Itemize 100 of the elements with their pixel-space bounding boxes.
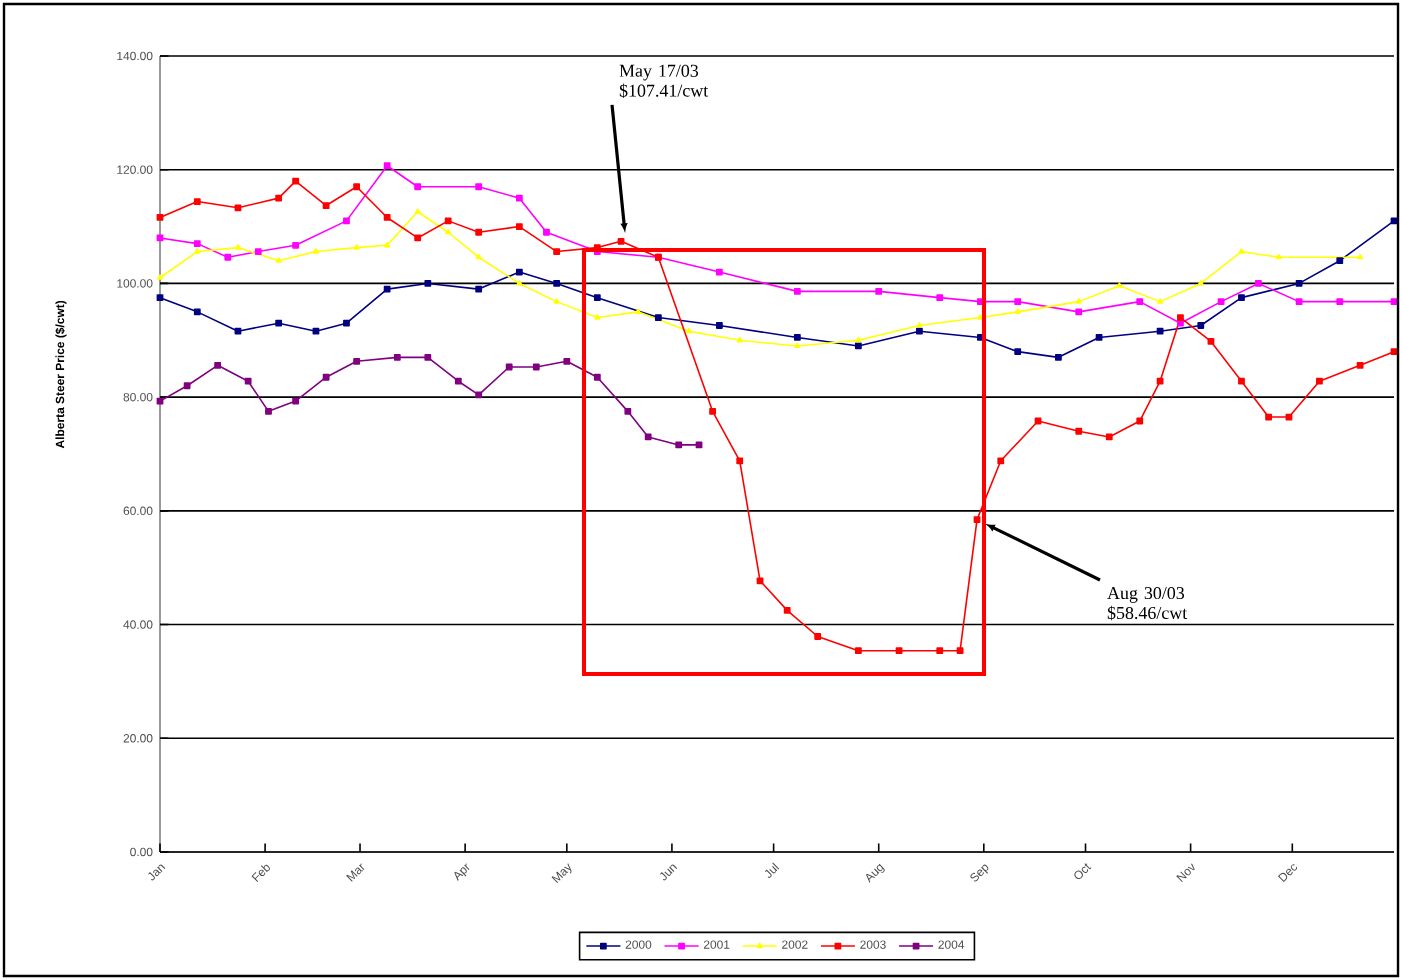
point [322, 202, 330, 209]
point [973, 516, 981, 524]
point [1156, 327, 1164, 335]
point [1095, 334, 1103, 341]
point [624, 407, 632, 415]
point [1238, 377, 1245, 385]
point [916, 327, 923, 335]
point [275, 319, 283, 327]
point [997, 457, 1005, 465]
point [383, 162, 391, 170]
point [675, 441, 683, 449]
point [383, 285, 391, 293]
point [854, 342, 862, 350]
point [1356, 361, 1364, 369]
point [1014, 298, 1022, 306]
point [424, 353, 432, 361]
point [715, 322, 723, 329]
point [515, 194, 523, 202]
point [193, 240, 201, 248]
point [1390, 217, 1398, 225]
point [793, 334, 801, 341]
point [234, 204, 242, 212]
point [553, 280, 561, 287]
point [563, 357, 571, 365]
point [414, 234, 422, 242]
point [553, 248, 561, 255]
point [275, 194, 283, 202]
point [709, 407, 716, 415]
point [292, 177, 299, 185]
point [322, 373, 330, 381]
point [234, 327, 242, 335]
point [353, 357, 361, 365]
point [715, 268, 723, 276]
point [183, 382, 191, 390]
point [1156, 377, 1164, 385]
point [254, 248, 262, 255]
point [1336, 257, 1344, 265]
point [424, 280, 432, 287]
point [854, 647, 862, 655]
point [814, 633, 822, 640]
point [783, 606, 791, 614]
point [1177, 319, 1184, 327]
point [393, 353, 401, 361]
point [593, 294, 601, 302]
point [1295, 280, 1303, 287]
point [1255, 280, 1262, 287]
point [1265, 413, 1272, 421]
point [936, 294, 944, 302]
point [1316, 377, 1323, 385]
point [1055, 353, 1062, 361]
point [654, 314, 662, 321]
point [224, 253, 232, 261]
point [736, 457, 744, 465]
point [695, 441, 703, 449]
point [312, 327, 320, 335]
point [156, 214, 164, 221]
point [956, 647, 964, 655]
point [505, 363, 513, 371]
point [532, 363, 540, 371]
point [343, 217, 350, 225]
point [875, 287, 883, 295]
point [617, 237, 625, 245]
point [193, 308, 201, 316]
point [1136, 417, 1144, 425]
annotation: May 17/03 $107.41/cwt [619, 64, 709, 98]
point [1390, 348, 1398, 356]
point [1390, 298, 1398, 306]
point [543, 228, 550, 236]
point [156, 397, 164, 405]
point [475, 228, 483, 236]
point [1207, 338, 1215, 345]
point [1075, 427, 1083, 435]
point [1105, 433, 1113, 441]
point [515, 223, 523, 230]
point [895, 647, 903, 655]
point [214, 361, 222, 369]
point [1014, 348, 1022, 356]
point [414, 183, 422, 191]
point [593, 373, 601, 381]
point [1136, 298, 1144, 306]
point [475, 285, 483, 293]
point [383, 214, 391, 221]
point [644, 433, 652, 441]
point [454, 377, 462, 385]
point [1238, 294, 1245, 302]
point [515, 268, 523, 276]
point [265, 407, 272, 415]
point [1177, 314, 1184, 321]
point [193, 198, 201, 205]
point [244, 377, 252, 385]
point [756, 577, 764, 585]
point [292, 397, 299, 405]
point [156, 294, 164, 302]
point [1217, 298, 1225, 306]
point [1197, 322, 1205, 329]
point [353, 183, 361, 191]
point [343, 319, 350, 327]
annotation: Aug 30/03 $58.46/cwt [1107, 586, 1188, 621]
point [1336, 298, 1344, 306]
point [1295, 298, 1303, 306]
